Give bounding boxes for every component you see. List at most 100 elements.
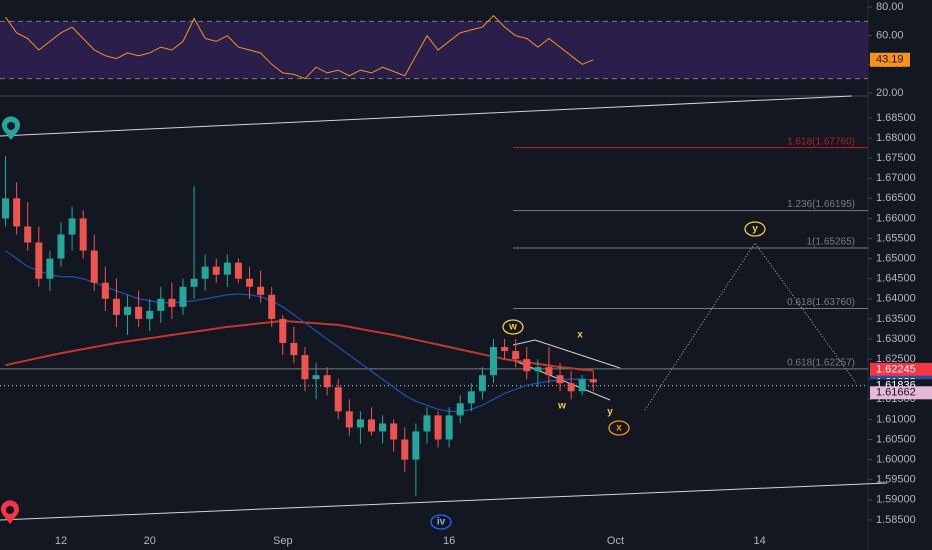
candle-body [456, 403, 464, 416]
candle-body [534, 367, 542, 372]
candle-body [234, 262, 242, 279]
candle-body [356, 419, 364, 428]
candle-body [467, 391, 475, 404]
candle-body [24, 226, 32, 243]
y-tick-label: 1.59000 [876, 494, 916, 506]
candle-body [523, 359, 531, 372]
candle-body [90, 250, 98, 283]
candle-body [179, 286, 187, 307]
y-tick-label: 1.60500 [876, 433, 916, 445]
candle-body [190, 278, 198, 287]
channel-line [0, 95, 853, 137]
candle-body [223, 262, 231, 275]
y-tick-label: 1.58500 [876, 514, 916, 526]
candle-body [35, 242, 43, 279]
wave-label: w [557, 401, 566, 412]
candle-body [2, 198, 10, 219]
y-tick-label: 1.65500 [876, 232, 916, 244]
candle-body [401, 439, 409, 460]
wave-circle [430, 514, 452, 530]
price-badge-label: 1.61662 [876, 387, 916, 399]
candle-body [290, 343, 298, 356]
candle-body [168, 298, 176, 307]
y-tick-label: 1.63000 [876, 333, 916, 345]
rsi-value-label: 43.19 [876, 54, 904, 66]
candle-body [301, 355, 309, 380]
rsi-tick-label: 60.00 [876, 30, 904, 42]
candle-body [257, 286, 265, 295]
projection [644, 242, 857, 411]
price-badge-label: 1.62245 [876, 363, 916, 375]
price-badge [870, 362, 932, 376]
fib-label: 1.236(1.66195) [787, 199, 855, 210]
fib-label: 0.618(1.62257) [787, 358, 855, 369]
price-badge [870, 386, 932, 400]
y-tick-label: 1.61000 [876, 413, 916, 425]
y-tick-label: 1.66500 [876, 192, 916, 204]
y-tick-label: 1.64000 [876, 293, 916, 305]
candle-body [434, 415, 442, 440]
candle-body [578, 379, 586, 392]
candle-body [589, 379, 597, 383]
rsi-tick-label: 80.00 [876, 1, 904, 13]
candle-body [13, 198, 21, 227]
candle-body [124, 306, 132, 315]
y-tick-label: 1.63500 [876, 313, 916, 325]
wave-label: iv [437, 517, 446, 528]
y-tick-label: 1.67500 [876, 152, 916, 164]
y-tick-label: 1.64500 [876, 273, 916, 285]
y-tick-label: 1.62500 [876, 353, 916, 365]
candle-body [312, 375, 320, 380]
wave-label: w [508, 322, 517, 333]
candle-body [334, 387, 342, 412]
wave-circle [744, 221, 766, 237]
candle-body [556, 375, 564, 384]
x-tick-label: 14 [754, 535, 766, 547]
candle-body [512, 351, 520, 360]
x-tick-label: Oct [607, 535, 624, 547]
fib-label: 1.618(1.67760) [787, 136, 855, 147]
wave-label: x [577, 330, 583, 341]
candle-body [201, 266, 209, 279]
x-tick-label: Sep [273, 535, 293, 547]
candle-body [478, 375, 486, 392]
candle-body [246, 278, 254, 287]
rsi-line [5, 14, 594, 80]
candle-body [57, 234, 65, 259]
x-tick-label: 16 [443, 535, 455, 547]
candle-body [567, 383, 575, 392]
fib-label: 0.618(1.63760) [787, 297, 855, 308]
candle-body [101, 282, 109, 299]
y-tick-label: 1.68500 [876, 112, 916, 124]
y-tick-label: 1.67000 [876, 172, 916, 184]
candle-body [423, 415, 431, 432]
candle-body [489, 347, 497, 376]
candle-body [368, 419, 376, 432]
candle-body [545, 367, 553, 376]
x-tick-label: 20 [144, 535, 156, 547]
candle-body [46, 258, 54, 279]
candle-body [146, 310, 154, 319]
candle-body [79, 218, 87, 251]
wave-label: y [752, 224, 758, 235]
wave-label: x [616, 423, 622, 434]
y-tick-label: 1.66000 [876, 212, 916, 224]
candle-body [390, 423, 398, 440]
rsi-value-badge [870, 52, 910, 67]
wave-label: y [607, 407, 613, 418]
rsi-band [0, 21, 868, 79]
fib-label: 1(1.65265) [807, 237, 855, 248]
y-tick-label: 1.59500 [876, 474, 916, 486]
top-marker [2, 116, 21, 140]
rsi-tick-label: 20.00 [876, 87, 904, 99]
candle-body [501, 347, 509, 352]
candle-body [268, 294, 276, 319]
candle-body [345, 411, 353, 428]
bottom-marker [0, 500, 19, 524]
candle-body [379, 423, 387, 432]
x-tick-label: 12 [55, 535, 67, 547]
